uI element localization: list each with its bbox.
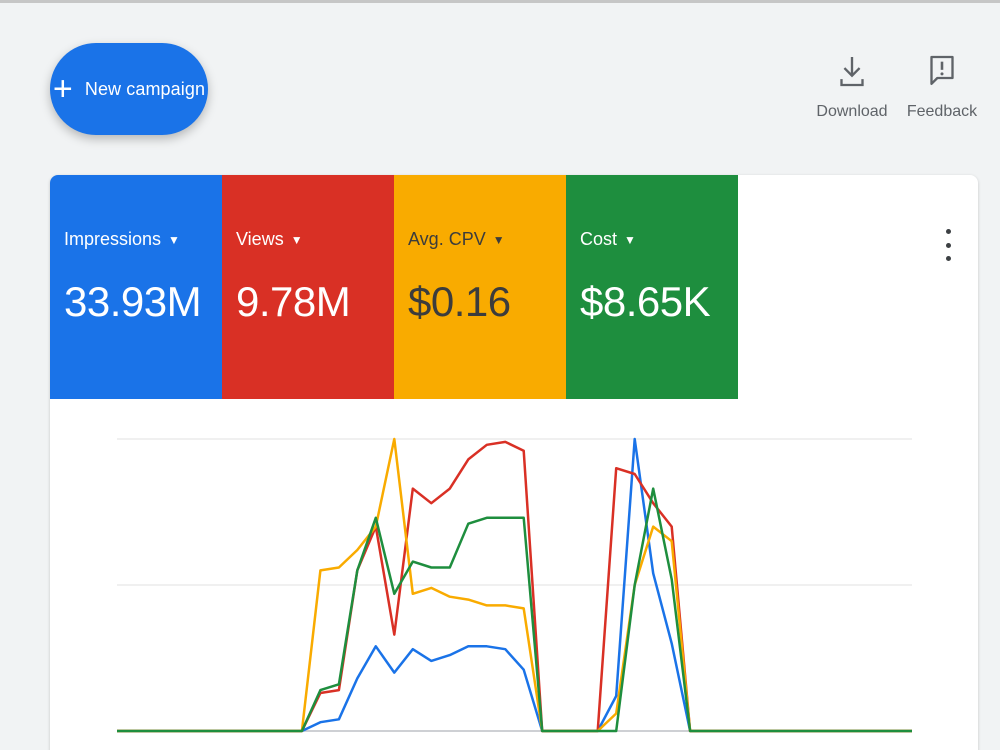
download-button[interactable]: Download xyxy=(812,53,892,121)
feedback-label: Feedback xyxy=(906,103,978,120)
metric-cost-label: Cost xyxy=(580,229,618,249)
new-campaign-label: New campaign xyxy=(84,78,206,99)
download-icon xyxy=(840,57,864,87)
metric-avg-cpv-label: Avg. CPV xyxy=(408,229,486,249)
caret-down-icon: ▼ xyxy=(624,232,636,247)
download-label: Download xyxy=(816,103,888,120)
chart-series-line-4 xyxy=(117,487,912,733)
caret-down-icon: ▼ xyxy=(492,232,505,247)
feedback-icon xyxy=(930,55,954,86)
performance-card: Impressions ▼ 33.93M Views ▼ 9.78M Avg. … xyxy=(50,175,978,750)
metric-impressions-value: 33.93M xyxy=(64,278,202,325)
caret-down-icon: ▼ xyxy=(168,232,180,247)
metric-tiles: Impressions ▼ 33.93M Views ▼ 9.78M Avg. … xyxy=(50,175,978,399)
plus-icon: + xyxy=(52,70,73,108)
metric-impressions-label: Impressions xyxy=(64,229,162,249)
feedback-button[interactable]: Feedback xyxy=(902,53,982,121)
new-campaign-button[interactable]: + New campaign xyxy=(50,43,208,135)
metric-impressions[interactable]: Impressions ▼ 33.93M xyxy=(50,175,222,399)
caret-down-icon: ▼ xyxy=(290,232,303,247)
chart-series-line-2 xyxy=(117,440,912,733)
performance-line-chart xyxy=(117,437,912,733)
metric-cost[interactable]: Cost ▼ $8.65K xyxy=(566,175,738,399)
more-vert-icon[interactable] xyxy=(944,229,952,261)
metric-views-label: Views xyxy=(236,229,284,249)
metric-views-value: 9.78M xyxy=(236,278,351,325)
metric-avg-cpv[interactable]: Avg. CPV ▼ $0.16 xyxy=(394,175,566,399)
metric-avg-cpv-value: $0.16 xyxy=(408,278,511,325)
metric-views[interactable]: Views ▼ 9.78M xyxy=(222,175,394,399)
metric-cost-value: $8.65K xyxy=(580,278,711,325)
